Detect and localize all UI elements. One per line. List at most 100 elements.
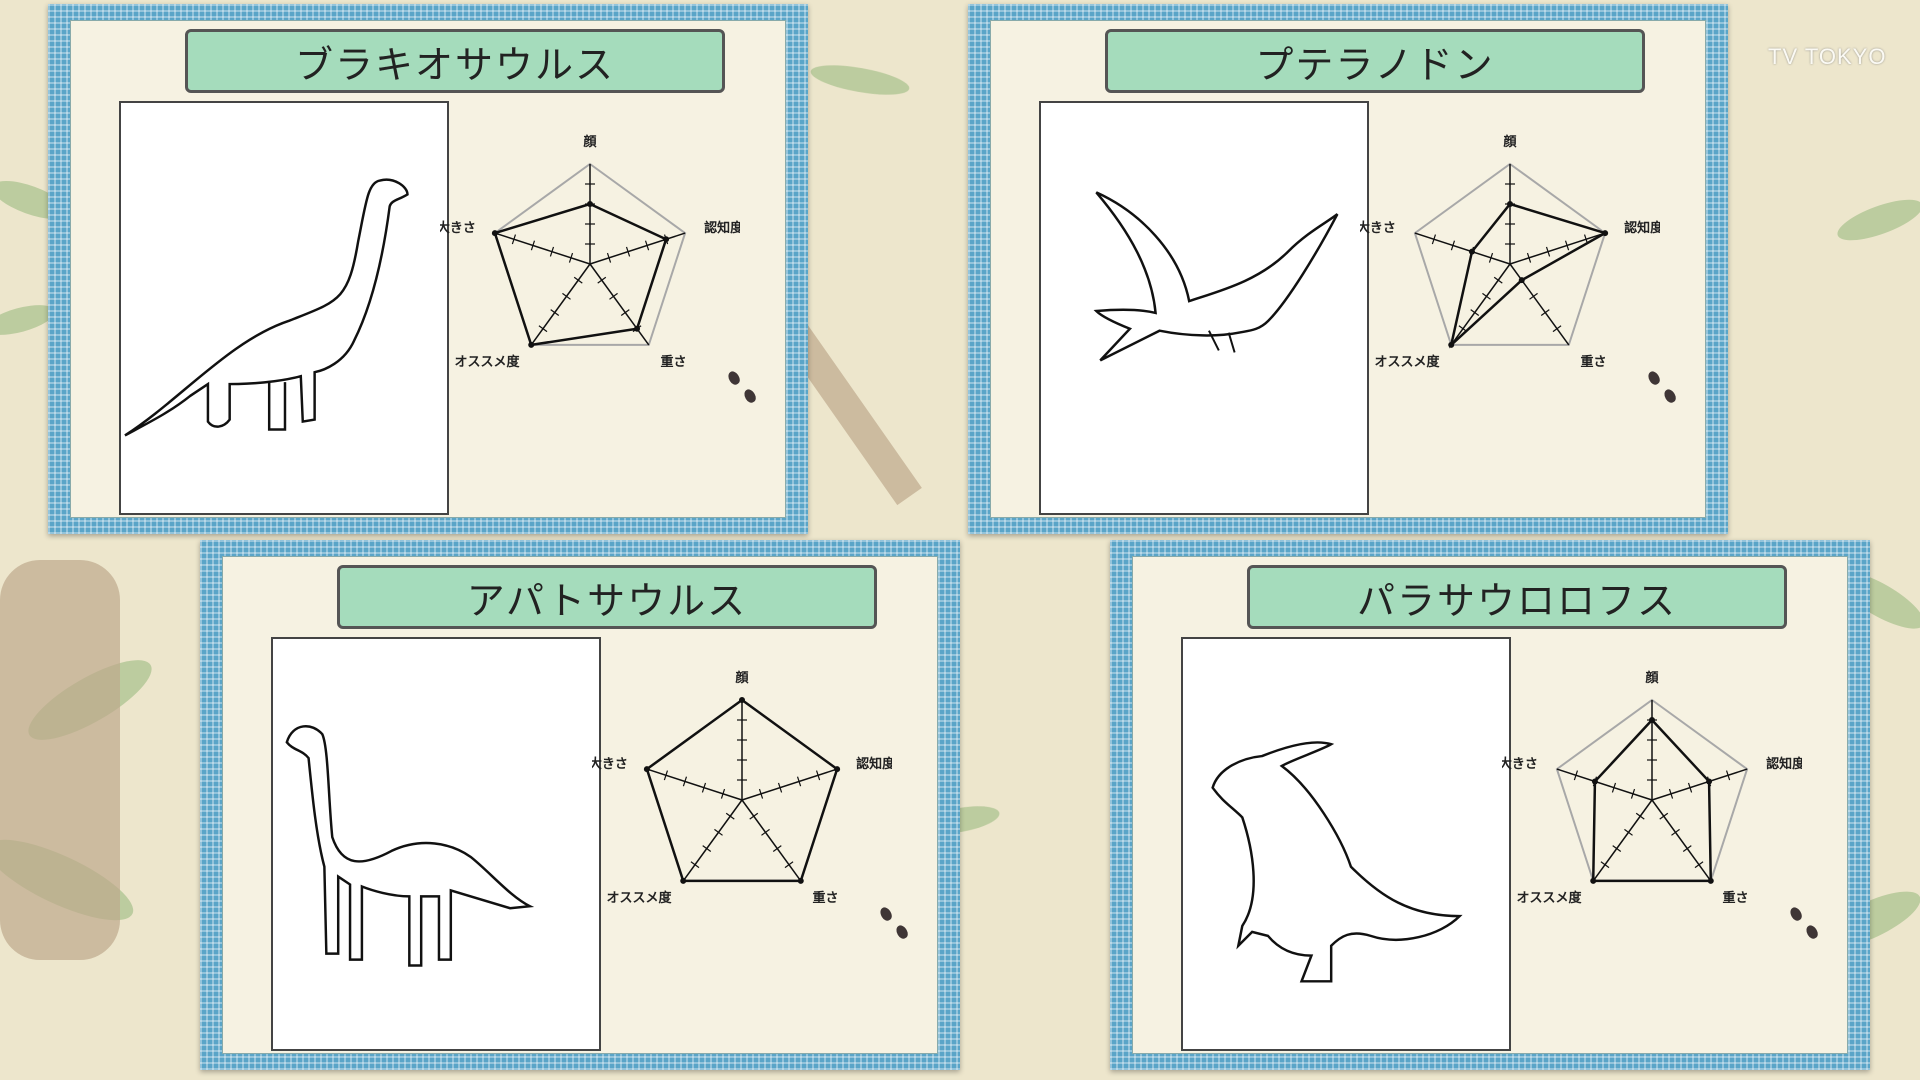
radar-axis-label: 大きさ (1360, 220, 1396, 236)
radar-data-point (1448, 341, 1455, 348)
radar-tick (1564, 240, 1570, 251)
radar-axis-spoke (682, 799, 743, 882)
radar-tick (702, 845, 712, 852)
radar-tick (1687, 782, 1693, 793)
radar-axis-spoke (1450, 263, 1511, 346)
pteranodon-icon (1093, 191, 1339, 362)
radar-tick (568, 252, 574, 263)
radar-tick (1612, 845, 1622, 852)
radar-data-point (491, 230, 498, 237)
radar-tick (1526, 252, 1532, 263)
radar-tick (1431, 234, 1437, 245)
radar-tick (815, 770, 821, 781)
card-title: ブラキオサウルス (185, 29, 725, 93)
radar-data-point (1602, 230, 1609, 237)
radar-axis-spoke (589, 232, 686, 265)
radar-data-point (1468, 248, 1475, 255)
drawing-frame (119, 101, 449, 515)
radar-tick (644, 240, 650, 251)
radar-axis-label: 顔 (1502, 134, 1517, 150)
radar-tick (625, 246, 631, 257)
radar-data-point (1507, 201, 1513, 207)
radar-tick (772, 845, 782, 852)
radar-data-point (680, 877, 687, 884)
radar-axis-spoke (646, 768, 743, 801)
radar-axis-spoke (741, 799, 802, 882)
radar-series-polygon (493, 202, 668, 347)
radar-axis-label: 重さ (813, 890, 839, 906)
radar-tick (1659, 812, 1669, 820)
radar-tick (690, 861, 700, 869)
radar-tick (530, 240, 536, 251)
radar-axis-label: 認知度 (1766, 756, 1802, 772)
radar-tick (1470, 309, 1480, 316)
radar-data-point (1591, 778, 1598, 785)
radar-tick (573, 276, 583, 284)
radar-data-point (739, 697, 745, 703)
radar-axis-label: 認知度 (856, 756, 892, 772)
radar-tick (1624, 828, 1633, 836)
radar-tick (1635, 812, 1645, 820)
radar-tick (1540, 309, 1550, 316)
radar-data-point (1590, 877, 1597, 884)
radar-data-point (663, 236, 670, 243)
radar-tick (701, 782, 707, 793)
radar-series-polygon (1449, 202, 1609, 349)
radar-data-point (834, 766, 841, 773)
radar-axis-spoke (494, 232, 591, 265)
radar-tick (720, 788, 726, 799)
dinosaur-card-apatosaurus: アパトサウルス 顔認知度 重さ オススメ度 大きさ (200, 540, 960, 1070)
radar-axis-label: オススメ度 (454, 354, 520, 370)
radar-tick (1529, 292, 1538, 300)
radar-tick (538, 325, 548, 333)
card-title: プテラノドン (1105, 29, 1645, 93)
radar-tick (1450, 240, 1456, 251)
radar-tick (620, 309, 630, 316)
card-title: アパトサウルス (337, 565, 877, 629)
radar-axis-spoke (1556, 768, 1653, 801)
radar-tick (663, 770, 669, 781)
radar-grid-outline (493, 162, 687, 346)
radar-tick (1488, 252, 1494, 263)
radar-data-point (797, 877, 804, 884)
radar-data-point (587, 201, 593, 207)
parasaurolophus-icon (1211, 741, 1463, 983)
radar-axis-label: 顔 (1644, 670, 1659, 686)
radar-data-point (634, 325, 641, 332)
radar-tick (758, 788, 764, 799)
radar-axis-label: 重さ (1723, 890, 1749, 906)
radar-tick (550, 309, 560, 316)
radar-data-point (528, 341, 535, 348)
radar-data-point (1707, 877, 1714, 884)
dinosaur-card-brachiosaurus: ブラキオサウルス 顔認知度 重さ オススメ度 大きさ (48, 4, 808, 534)
broadcaster-logo: TV TOKYO (1768, 44, 1887, 69)
radar-axis-spoke (589, 263, 650, 346)
radar-tick (597, 276, 607, 284)
radar-data-point (1649, 717, 1655, 723)
brachiosaurus-icon (124, 178, 409, 437)
radar-tick (1600, 861, 1610, 869)
radar-axis-label: オススメ度 (606, 890, 672, 906)
radar-tick (1694, 861, 1704, 869)
radar-axis-spoke (1509, 232, 1606, 265)
radar-axis-label: 重さ (1581, 354, 1607, 370)
radar-axis-spoke (1592, 799, 1653, 882)
radar-data-point (1706, 778, 1713, 785)
radar-tick (784, 861, 794, 869)
radar-series-polygon (645, 698, 839, 883)
dinosaur-card-pteranodon: プテラノドン 顔認知度 重さ オススメ度 大きさ (968, 4, 1728, 534)
drawing-frame (1039, 101, 1369, 515)
card-title: パラサウロロフス (1247, 565, 1787, 629)
radar-grid-outline (1413, 162, 1607, 346)
radar-tick (777, 782, 783, 793)
radar-data-point (1518, 277, 1525, 284)
radar-tick (1493, 276, 1503, 284)
radar-tick (1573, 770, 1579, 781)
radar-axis-spoke (741, 768, 838, 801)
radar-axis-spoke (1651, 768, 1748, 801)
radar-tick (725, 812, 735, 820)
radar-tick (606, 252, 612, 263)
